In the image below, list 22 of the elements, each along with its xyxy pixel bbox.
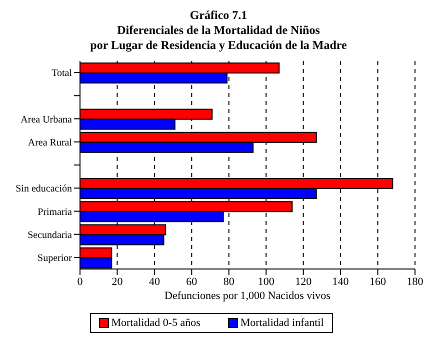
y-tick-label: Area Rural [28, 137, 72, 148]
x-tick-label: 180 [406, 276, 424, 288]
legend-label: Mortalidad infantil [239, 317, 324, 329]
y-tick-label: Sin educación [16, 184, 72, 195]
x-tick-label: 160 [370, 276, 387, 288]
x-tick-label: 80 [223, 276, 235, 288]
y-tick-label: Area Urbana [20, 114, 73, 126]
x-tick-label: 140 [332, 276, 350, 288]
y-tick-label: Primaria [38, 206, 73, 218]
x-tick-label: 120 [295, 276, 312, 288]
chart-subtitle: Diferenciales de la Mortalidad de Niños por Lugar de Residencia y Educación de la Madre [89, 23, 348, 53]
x-tick-label: 20 [112, 276, 124, 288]
y-tick-label: Superior [38, 252, 73, 264]
x-tick-label: 40 [148, 276, 160, 288]
x-tick-label: 60 [186, 276, 198, 288]
legend-label: Mortalidad 0-5 años [110, 317, 200, 329]
x-tick-label: 0 [77, 276, 84, 288]
y-tick-label: Secundaria [28, 230, 73, 241]
x-tick-label: 100 [258, 276, 275, 288]
y-tick-label: Total [52, 68, 72, 80]
x-axis-title: Defunciones por 1,000 Nacidos vivos [164, 290, 330, 302]
chart-title: Gráfico 7.1 [188, 8, 248, 23]
